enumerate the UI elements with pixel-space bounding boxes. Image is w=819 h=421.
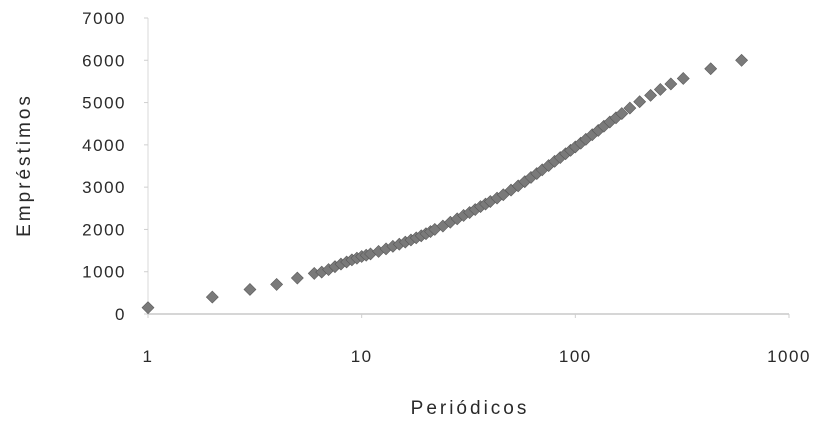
data-point [623,101,637,115]
data-point [676,72,690,85]
y-tick-label: 4000 [82,136,126,155]
data-point [704,62,718,76]
y-tick-label: 5000 [82,94,126,113]
data-point [205,290,219,304]
data-point [615,107,629,120]
x-tick-group: 1 10 100 1000 [143,314,811,366]
data-point [664,77,678,91]
data-point [290,271,304,285]
data-point [653,83,667,96]
y-tick-group: 0 1000 2000 3000 4000 5000 6000 7000 [82,9,148,324]
x-tick-label: 1 [143,347,154,366]
x-tick-label: 100 [559,347,592,366]
data-point [735,53,749,67]
y-tick-label: 2000 [82,220,126,239]
x-tick-label: 1000 [767,347,811,366]
data-points [141,53,749,315]
y-axis-title: Empréstimos [14,93,35,237]
y-tick-label: 6000 [82,51,126,70]
x-axis-title: Periódicos [411,398,530,419]
data-point [633,95,647,109]
x-tick-label: 10 [351,347,373,366]
y-tick-label: 3000 [82,178,126,197]
data-point [141,301,155,315]
data-point [270,277,284,291]
y-axis: 0 1000 2000 3000 4000 5000 6000 7000 [82,9,149,324]
x-axis: 1 10 100 1000 [143,313,811,366]
data-point [243,283,257,296]
y-tick-label: 0 [115,305,126,324]
y-tick-label: 1000 [82,263,126,282]
data-point [644,88,658,102]
y-tick-label: 7000 [82,9,126,28]
